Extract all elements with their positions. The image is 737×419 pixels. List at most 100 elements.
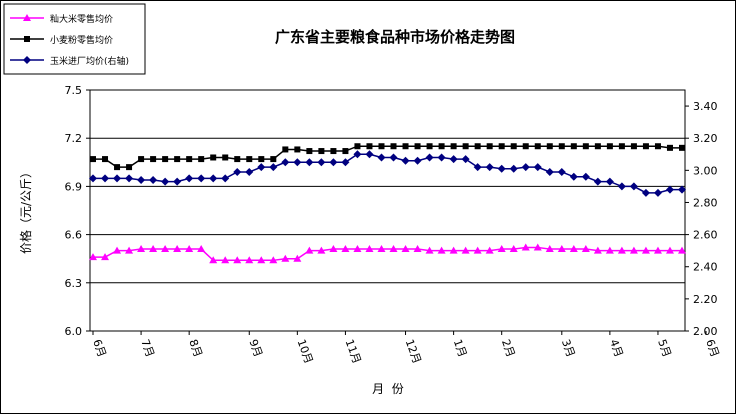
y2-tick-label: 2.20 — [693, 293, 718, 306]
data-point — [377, 153, 386, 162]
data-point — [221, 174, 230, 183]
data-point — [581, 245, 590, 253]
plot-area — [89, 89, 686, 332]
data-point — [389, 153, 398, 162]
data-point — [486, 143, 493, 150]
y-tick-label: 6.9 — [65, 180, 83, 193]
data-point — [474, 143, 481, 150]
data-point — [257, 256, 266, 264]
data-point — [138, 156, 145, 163]
data-point — [185, 174, 194, 183]
data-point — [221, 256, 230, 264]
data-point — [473, 246, 482, 254]
data-point — [569, 172, 578, 181]
data-point — [341, 245, 350, 253]
series-0 — [89, 243, 686, 264]
data-point — [101, 253, 110, 261]
y2-tick-label: 3.20 — [693, 132, 718, 145]
data-point — [281, 158, 290, 167]
data-point — [245, 167, 254, 176]
data-point — [414, 143, 421, 150]
data-point — [209, 256, 218, 264]
data-point — [594, 143, 601, 150]
data-point — [509, 164, 518, 173]
data-point — [174, 156, 181, 163]
data-point — [582, 143, 589, 150]
legend-label: 小麦粉零售均价 — [50, 34, 113, 46]
data-point — [125, 246, 134, 254]
data-point — [246, 156, 253, 163]
data-point — [185, 245, 194, 253]
y-tick-label: 7.5 — [65, 84, 83, 97]
data-point — [450, 143, 457, 150]
legend-marker — [23, 14, 31, 21]
data-point — [641, 246, 650, 254]
data-point — [281, 254, 290, 262]
data-point — [509, 245, 518, 253]
data-point — [269, 256, 278, 264]
data-point — [461, 155, 470, 164]
data-point — [425, 246, 434, 254]
data-point — [365, 245, 374, 253]
data-point — [114, 164, 121, 171]
x-tick-label: 3月 — [559, 338, 577, 359]
data-point — [126, 164, 133, 171]
legend-marker — [24, 36, 30, 42]
data-point — [353, 150, 362, 159]
data-point — [449, 246, 458, 254]
data-point — [149, 175, 158, 184]
data-point — [521, 163, 530, 172]
data-point — [413, 156, 422, 165]
chart-title: 广东省主要粮食品种市场价格走势图 — [275, 28, 515, 46]
data-point — [593, 177, 602, 186]
data-point — [305, 246, 314, 254]
data-point — [581, 172, 590, 181]
data-point — [473, 163, 482, 172]
data-point — [197, 245, 206, 253]
x-axis-title: 月 份 — [372, 382, 404, 396]
data-point — [198, 156, 205, 163]
data-point — [318, 148, 325, 155]
data-point — [101, 174, 110, 183]
x-tick-label: 8月 — [186, 338, 204, 359]
y-axis-left: 6.0 6.3 6.6 6.9 7.2 7.5 — [65, 84, 90, 338]
y2-tick-label: 3.40 — [693, 100, 718, 113]
data-point — [498, 143, 505, 150]
y-axis-right: 2.00 2.20 2.40 2.60 2.80 3.00 3.20 3.40 — [685, 100, 718, 338]
data-point — [377, 245, 386, 253]
data-point — [210, 154, 217, 161]
x-tick-label: 7月 — [138, 338, 156, 359]
data-point — [449, 155, 458, 164]
data-point — [606, 143, 613, 150]
data-point — [329, 158, 338, 167]
data-point — [270, 156, 277, 163]
y2-tick-label: 3.00 — [693, 164, 718, 177]
data-point — [234, 156, 241, 163]
y2-tick-label: 2.40 — [693, 261, 718, 274]
x-tick-label: 1月 — [451, 338, 469, 359]
data-point — [666, 144, 673, 151]
data-point — [630, 143, 637, 150]
data-point — [545, 167, 554, 176]
y2-tick-label: 2.00 — [693, 325, 718, 338]
data-point — [558, 143, 565, 150]
data-point — [365, 150, 374, 159]
data-point — [617, 246, 626, 254]
data-point — [258, 156, 265, 163]
data-point — [665, 246, 674, 254]
y-tick-label: 6.0 — [65, 325, 83, 338]
data-point — [150, 156, 157, 163]
data-point — [222, 154, 229, 161]
data-point — [618, 143, 625, 150]
data-point — [257, 163, 266, 172]
data-point — [665, 185, 674, 194]
data-point — [317, 246, 326, 254]
data-point — [593, 246, 602, 254]
data-point — [137, 175, 146, 184]
data-point — [557, 245, 566, 253]
data-point — [605, 246, 614, 254]
data-point — [557, 167, 566, 176]
x-tick-label: 6月 — [90, 338, 108, 359]
data-point — [605, 177, 614, 186]
